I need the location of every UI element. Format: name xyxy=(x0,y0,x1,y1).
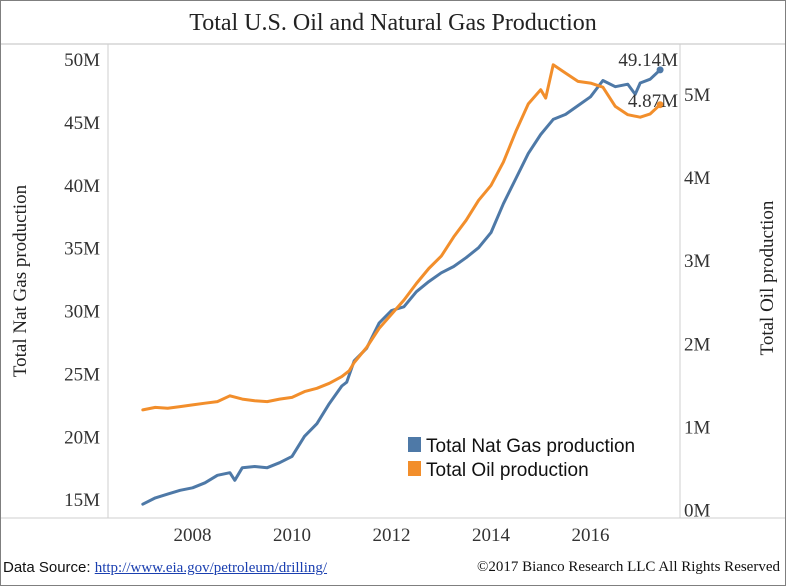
y-left-tick-label: 30M xyxy=(64,302,100,323)
data-source: Data Source: http://www.eia.gov/petroleu… xyxy=(3,559,327,577)
y-right-tick-label: 1M xyxy=(684,418,711,439)
y-left-tick-label: 35M xyxy=(64,239,100,260)
y-left-tick-label: 40M xyxy=(64,176,100,197)
gas-end-label: 49.14M xyxy=(618,50,678,71)
copyright: ©2017 Bianco Research LLC All Rights Res… xyxy=(476,559,780,575)
data-source-link[interactable]: http://www.eia.gov/petroleum/drilling/ xyxy=(94,560,328,576)
y-right-tick-label: 3M xyxy=(684,251,711,272)
legend-swatch-oil xyxy=(408,461,421,476)
legend-label-gas: Total Nat Gas production xyxy=(426,436,635,457)
y-left-tick-label: 15M xyxy=(64,490,100,511)
legend-swatch-gas xyxy=(408,437,421,452)
x-tick-label: 2008 xyxy=(174,525,212,546)
legend-label-oil: Total Oil production xyxy=(426,460,589,481)
series-lines xyxy=(141,63,664,506)
oil-end-label: 4.87M xyxy=(628,91,678,112)
y-left-tick-label: 25M xyxy=(64,364,100,385)
footer: Data Source: http://www.eia.gov/petroleu… xyxy=(0,559,786,585)
x-tick-label: 2014 xyxy=(472,525,511,546)
y-left-tick-label: 50M xyxy=(64,50,100,71)
y-left-tick-label: 20M xyxy=(64,427,100,448)
x-tick-label: 2010 xyxy=(273,525,311,546)
y-left-ticks: 15M 20M 25M 30M 35M 40M 45M 50M xyxy=(64,50,100,511)
y-right-tick-label: 2M xyxy=(684,334,711,355)
y-right-axis-label: Total Oil production xyxy=(757,200,778,355)
x-ticks: 2008 2010 2012 2014 2016 xyxy=(174,525,610,546)
y-right-tick-label: 4M xyxy=(684,168,711,189)
y-right-tick-label: 5M xyxy=(684,85,711,106)
y-right-tick-label: 0M xyxy=(684,501,711,522)
gas-series-end-point xyxy=(656,66,664,74)
y-left-tick-label: 45M xyxy=(64,113,100,134)
y-left-axis-label: Total Nat Gas production xyxy=(10,184,31,377)
oil-series-end-point xyxy=(656,101,664,109)
chart: Total U.S. Oil and Natural Gas Productio… xyxy=(1,10,785,546)
oil-series-line xyxy=(141,63,662,412)
x-tick-label: 2016 xyxy=(571,525,609,546)
y-right-ticks: 0M 1M 2M 3M 4M 5M xyxy=(684,85,711,522)
chart-title: Total U.S. Oil and Natural Gas Productio… xyxy=(189,10,597,36)
x-tick-label: 2012 xyxy=(373,525,411,546)
data-source-label: Data Source: xyxy=(3,559,91,576)
legend: Total Nat Gas production Total Oil produ… xyxy=(408,436,635,481)
